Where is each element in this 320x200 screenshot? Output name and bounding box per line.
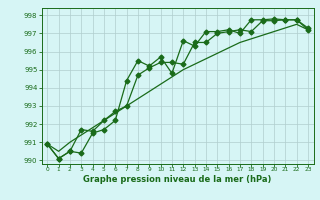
X-axis label: Graphe pression niveau de la mer (hPa): Graphe pression niveau de la mer (hPa) — [84, 175, 272, 184]
